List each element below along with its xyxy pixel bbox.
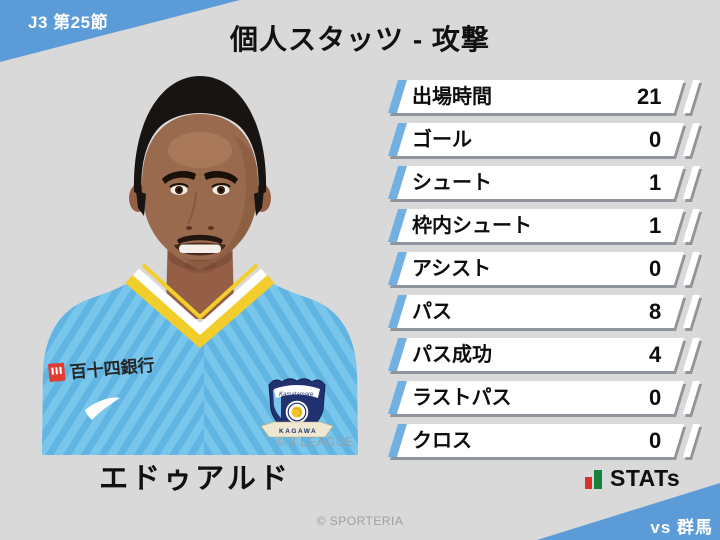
stat-label: パス成功 [411,344,492,366]
stat-row-slash [682,381,700,414]
stat-value: 0 [648,127,661,152]
stat-value: 0 [648,256,661,281]
stat-row: シュート 1 [387,166,700,199]
kit-maker-logo [85,397,120,420]
stat-row: 枠内シュート 1 [387,209,700,242]
stat-label: 出場時間 [411,86,492,108]
stat-value: 0 [648,428,661,453]
opponent-label: vs 群馬 [650,518,713,537]
stats-list: 出場時間 21 ゴール 0 シュート 1 枠内シュート 1 アシスト 0 パス [387,80,700,467]
stat-value: 1 [648,213,661,238]
stat-row-slash [682,252,700,285]
stat-row: 出場時間 21 [387,80,700,113]
stat-value: 1 [648,170,661,195]
stat-row-slash [682,424,700,457]
stat-row-slash [682,295,700,328]
stat-label: アシスト [411,258,492,280]
stat-row: ラストパス 0 [387,381,700,414]
stat-label: クロス [411,430,472,452]
stat-value: 8 [648,299,661,324]
bar-chart-icon-red [585,477,592,489]
stat-value: 4 [648,342,661,367]
round-label: J3 第25節 [28,13,109,32]
stat-label: 枠内シュート [411,215,532,237]
stat-label: ゴール [411,129,472,151]
site-credit: © SPORTERIA [316,514,404,528]
stats-brand: STATs [585,465,681,491]
stat-row: クロス 0 [387,424,700,457]
stat-row: アシスト 0 [387,252,700,285]
stat-label: ラストパス [411,387,512,409]
crest-script-text: Kamatamare [279,392,314,398]
player-eyes [169,183,231,195]
stat-row: ゴール 0 [387,123,700,156]
player-photo: 百十四銀行 Kamatamare KAGAWA [42,76,358,455]
stat-row-slash [682,123,700,156]
stat-value: 21 [636,84,661,109]
stat-row-slash [682,338,700,371]
player-head [129,76,271,273]
stat-row-slash [682,166,700,199]
bar-chart-icon-green [594,470,602,489]
stats-brand-text: STATs [610,465,681,491]
player-hair [133,76,267,196]
player-name: エドゥアルド [99,463,291,495]
jersey-collar [125,263,275,349]
stat-label: シュート [411,172,492,194]
stat-row-slash [682,80,700,113]
club-crest: Kamatamare KAGAWA [260,378,334,438]
photo-credit: © J.LEAGUE [276,435,355,449]
stat-label: パス [411,301,452,323]
stat-value: 0 [648,385,661,410]
stat-row: パス 8 [387,295,700,328]
stat-row: パス成功 4 [387,338,700,371]
stat-row-slash [682,209,700,242]
player-jersey: 百十四銀行 Kamatamare KAGAWA [42,263,358,455]
page-title: 個人スタッツ - 攻撃 [230,24,490,55]
crest-banner-text: KAGAWA [279,428,317,435]
